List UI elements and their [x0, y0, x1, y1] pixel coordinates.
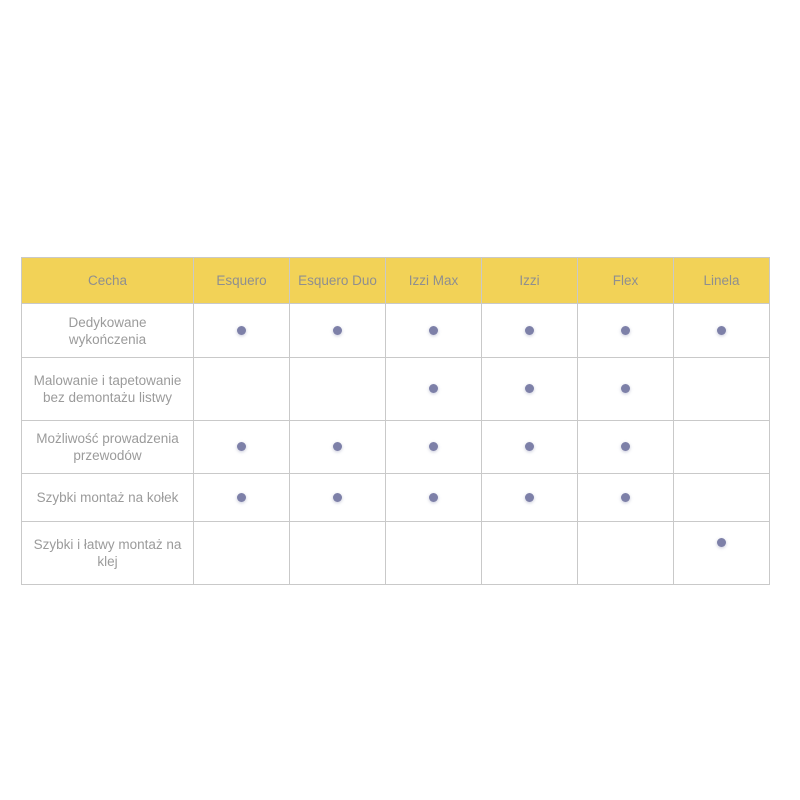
column-header-izzi-max: Izzi Max: [385, 257, 482, 304]
cell-klej-esquero-duo: [289, 521, 386, 585]
filled-dot-icon: [525, 384, 534, 393]
cell-malowanie-izzi-max: [385, 357, 482, 421]
filled-dot-icon: [621, 325, 630, 335]
table-row: Szybki montaż na kołek: [21, 473, 770, 522]
table-body: Dedykowane wykończenia Malowanie i tapet…: [21, 303, 770, 585]
cell-klej-flex: [577, 521, 674, 585]
filled-dot-icon: [237, 442, 246, 451]
filled-dot-icon: [621, 492, 630, 502]
cell-przewody-izzi-max: [385, 420, 482, 474]
filled-dot-icon: [429, 325, 438, 335]
filled-dot-icon: [429, 442, 438, 451]
filled-dot-icon: [237, 492, 246, 502]
cell-przewody-flex: [577, 420, 674, 474]
cell-dedykowane-izzi-max: [385, 303, 482, 358]
cell-kolek-esquero: [193, 473, 290, 522]
cell-klej-esquero: [193, 521, 290, 585]
filled-dot-icon: [525, 492, 534, 502]
row-label-malowanie-i-tapetowanie: Malowanie i tapetowanie bez demontażu li…: [21, 357, 194, 421]
filled-dot-icon: [621, 384, 630, 393]
column-header-flex: Flex: [577, 257, 674, 304]
cell-malowanie-esquero-duo: [289, 357, 386, 421]
cell-przewody-esquero: [193, 420, 290, 474]
filled-dot-icon: [429, 384, 438, 393]
row-label-mozliwosc-prowadzenia-przewodow: Możliwość prowadzenia przewodów: [21, 420, 194, 474]
cell-przewody-linela: [673, 420, 770, 474]
cell-kolek-esquero-duo: [289, 473, 386, 522]
filled-dot-icon: [333, 442, 342, 451]
filled-dot-icon: [525, 325, 534, 335]
cell-klej-izzi-max: [385, 521, 482, 585]
table-header-row: Cecha Esquero Esquero Duo Izzi Max Izzi …: [21, 257, 770, 304]
cell-malowanie-izzi: [481, 357, 578, 421]
table-row: Możliwość prowadzenia przewodów: [21, 420, 770, 474]
cell-kolek-izzi: [481, 473, 578, 522]
filled-dot-icon: [429, 492, 438, 502]
filled-dot-icon: [717, 538, 726, 547]
cell-kolek-linela: [673, 473, 770, 522]
cell-przewody-izzi: [481, 420, 578, 474]
cell-kolek-flex: [577, 473, 674, 522]
comparison-table-container: Cecha Esquero Esquero Duo Izzi Max Izzi …: [21, 257, 770, 585]
cell-dedykowane-esquero: [193, 303, 290, 358]
table-row: Dedykowane wykończenia: [21, 303, 770, 358]
filled-dot-icon: [525, 442, 534, 451]
table-row: Szybki i łatwy montaż na klej: [21, 521, 770, 585]
column-header-esquero: Esquero: [193, 257, 290, 304]
cell-klej-izzi: [481, 521, 578, 585]
column-header-esquero-duo: Esquero Duo: [289, 257, 386, 304]
table-row: Malowanie i tapetowanie bez demontażu li…: [21, 357, 770, 421]
table-header: Cecha Esquero Esquero Duo Izzi Max Izzi …: [21, 257, 770, 304]
product-feature-comparison-table: Cecha Esquero Esquero Duo Izzi Max Izzi …: [21, 257, 770, 585]
cell-malowanie-flex: [577, 357, 674, 421]
cell-przewody-esquero-duo: [289, 420, 386, 474]
row-label-dedykowane-wykonczenia: Dedykowane wykończenia: [21, 303, 194, 358]
row-label-szybki-montaz-na-kolek: Szybki montaż na kołek: [21, 473, 194, 522]
column-header-izzi: Izzi: [481, 257, 578, 304]
cell-dedykowane-izzi: [481, 303, 578, 358]
cell-dedykowane-flex: [577, 303, 674, 358]
column-header-linela: Linela: [673, 257, 770, 304]
filled-dot-icon: [717, 325, 726, 335]
cell-klej-linela: [673, 521, 770, 585]
filled-dot-icon: [621, 442, 630, 451]
filled-dot-icon: [333, 492, 342, 502]
cell-malowanie-esquero: [193, 357, 290, 421]
cell-kolek-izzi-max: [385, 473, 482, 522]
cell-dedykowane-linela: [673, 303, 770, 358]
cell-malowanie-linela: [673, 357, 770, 421]
filled-dot-icon: [333, 325, 342, 335]
cell-dedykowane-esquero-duo: [289, 303, 386, 358]
row-label-szybki-i-latwy-montaz-na-klej: Szybki i łatwy montaż na klej: [21, 521, 194, 585]
filled-dot-icon: [237, 325, 246, 335]
column-header-feature: Cecha: [21, 257, 194, 304]
